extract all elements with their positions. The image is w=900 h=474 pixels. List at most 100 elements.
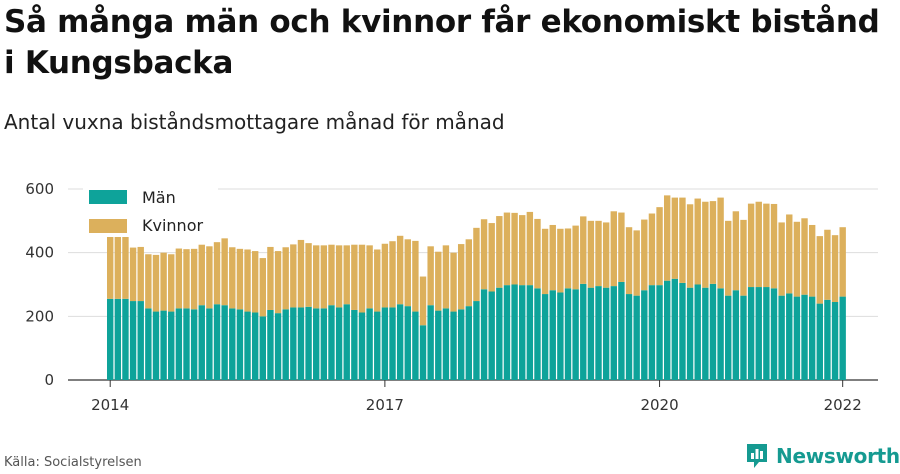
bar-kvinnor bbox=[770, 203, 778, 289]
bar-man bbox=[259, 316, 266, 380]
bar-man bbox=[717, 288, 724, 380]
bar-man bbox=[450, 311, 457, 380]
bar-kvinnor bbox=[328, 244, 335, 306]
bar-man bbox=[770, 288, 778, 380]
bar-kvinnor bbox=[580, 216, 587, 284]
bar-man bbox=[725, 295, 732, 380]
legend-swatch-kvinnor bbox=[89, 219, 127, 233]
bar-man bbox=[412, 311, 419, 380]
bar-man bbox=[755, 287, 762, 380]
source-note: Källa: Socialstyrelsen bbox=[4, 455, 142, 470]
bar-man bbox=[152, 311, 160, 380]
legend-label-man: Män bbox=[142, 188, 176, 207]
bar-man bbox=[351, 309, 358, 380]
bar-kvinnor bbox=[366, 245, 373, 309]
bar-kvinnor bbox=[755, 201, 762, 288]
bar-kvinnor bbox=[732, 211, 740, 291]
bar-man bbox=[381, 307, 389, 380]
bar-man bbox=[396, 304, 404, 380]
bar-kvinnor bbox=[641, 219, 648, 291]
bar-kvinnor bbox=[313, 245, 320, 309]
bar-kvinnor bbox=[419, 276, 427, 326]
x-tick-label: 2020 bbox=[640, 396, 678, 414]
bar-kvinnor bbox=[457, 244, 465, 310]
bar-man bbox=[519, 285, 526, 380]
bar-man bbox=[610, 286, 617, 380]
bar-man bbox=[168, 311, 175, 380]
bar-man bbox=[496, 287, 503, 380]
bar-kvinnor bbox=[381, 243, 389, 308]
bar-man bbox=[335, 307, 343, 380]
bar-kvinnor bbox=[633, 230, 640, 296]
bar-man bbox=[297, 307, 305, 380]
bar-kvinnor bbox=[656, 207, 663, 286]
newsworthy-logo-icon bbox=[747, 444, 767, 468]
bar-man bbox=[709, 283, 717, 380]
bar-man bbox=[213, 304, 221, 380]
bar-kvinnor bbox=[152, 254, 160, 312]
bar-man bbox=[435, 310, 442, 380]
bar-kvinnor bbox=[282, 247, 289, 310]
bar-man bbox=[541, 294, 549, 380]
bar-kvinnor bbox=[816, 236, 823, 304]
bar-kvinnor bbox=[694, 198, 701, 285]
bar-man bbox=[793, 296, 801, 380]
bar-man bbox=[107, 298, 114, 380]
bar-man bbox=[641, 290, 648, 380]
bar-man bbox=[786, 293, 793, 380]
bar-kvinnor bbox=[763, 203, 770, 288]
newsworthy-brand[interactable]: Newsworthy bbox=[744, 442, 900, 470]
bar-man bbox=[526, 285, 534, 380]
bar-kvinnor bbox=[374, 249, 381, 312]
bar-man bbox=[290, 307, 297, 380]
bar-kvinnor bbox=[595, 220, 602, 287]
bars bbox=[107, 195, 846, 380]
bar-man bbox=[618, 281, 625, 380]
bar-man bbox=[549, 290, 556, 380]
bar-kvinnor bbox=[686, 204, 694, 288]
bar-kvinnor bbox=[175, 248, 183, 309]
bar-man bbox=[404, 306, 411, 380]
bar-kvinnor bbox=[122, 235, 129, 299]
bar-man bbox=[747, 287, 755, 380]
bar-kvinnor bbox=[557, 228, 564, 293]
bar-kvinnor bbox=[549, 224, 556, 291]
bar-man bbox=[595, 286, 602, 380]
bar-kvinnor bbox=[679, 197, 686, 283]
bar-kvinnor bbox=[129, 247, 137, 302]
bar-man bbox=[198, 305, 205, 380]
bar-man bbox=[374, 311, 381, 380]
bar-man bbox=[343, 304, 350, 380]
bar-man bbox=[190, 309, 198, 380]
bar-man bbox=[511, 284, 518, 380]
bar-man bbox=[648, 285, 656, 380]
bar-kvinnor bbox=[274, 251, 282, 314]
bar-man bbox=[320, 308, 328, 380]
bar-kvinnor bbox=[145, 254, 152, 309]
bar-kvinnor bbox=[824, 229, 831, 300]
bar-man bbox=[457, 309, 465, 380]
bar-man bbox=[221, 305, 228, 380]
bar-man bbox=[442, 308, 450, 380]
bar-man bbox=[427, 305, 434, 380]
bar-man bbox=[572, 289, 579, 380]
bar-man bbox=[694, 284, 701, 380]
bar-kvinnor bbox=[168, 254, 175, 312]
y-tick-label: 400 bbox=[25, 244, 54, 262]
bar-kvinnor bbox=[648, 213, 656, 286]
bar-kvinnor bbox=[107, 235, 114, 299]
bar-kvinnor bbox=[267, 246, 274, 310]
bar-kvinnor bbox=[587, 220, 595, 288]
bar-man bbox=[625, 294, 633, 380]
bar-man bbox=[824, 299, 831, 380]
bar-kvinnor bbox=[305, 243, 312, 307]
bar-man bbox=[602, 287, 610, 380]
bar-kvinnor bbox=[335, 245, 343, 308]
bar-kvinnor bbox=[320, 245, 328, 309]
bar-kvinnor bbox=[198, 244, 205, 306]
bar-man bbox=[702, 287, 709, 380]
bar-kvinnor bbox=[190, 248, 198, 310]
bar-man bbox=[129, 301, 137, 380]
bar-man bbox=[633, 295, 640, 380]
